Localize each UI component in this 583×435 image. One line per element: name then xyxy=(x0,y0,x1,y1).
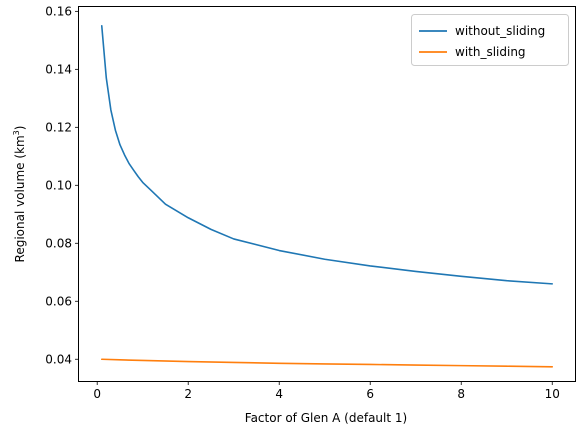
series-line-without-sliding xyxy=(100,25,554,285)
series-line-with-sliding xyxy=(100,358,554,368)
y-tick-label: 0.10 xyxy=(45,178,72,192)
legend-label-with-sliding: with_sliding xyxy=(455,45,526,59)
x-tick-label: 4 xyxy=(275,387,283,401)
x-tick-label: 10 xyxy=(545,387,560,401)
series-layer xyxy=(100,25,554,368)
x-axis-ticks: 0 2 4 6 8 10 xyxy=(93,381,560,401)
y-axis-label-suffix: ) xyxy=(13,126,27,131)
legend: without_sliding with_sliding xyxy=(411,14,569,66)
y-axis-ticks: 0.04 0.06 0.08 0.10 0.12 0.14 0.16 xyxy=(45,4,79,366)
x-tick-label: 8 xyxy=(457,387,465,401)
y-tick-label: 0.08 xyxy=(45,236,72,250)
y-axis-label-superscript: 3 xyxy=(12,130,21,135)
axes-frame xyxy=(78,6,576,382)
plot-area xyxy=(78,6,576,382)
y-tick-label: 0.04 xyxy=(45,352,72,366)
x-tick-label: 0 xyxy=(93,387,101,401)
y-axis-label: Regional volume (km3) xyxy=(12,126,27,263)
x-tick-label: 6 xyxy=(366,387,374,401)
y-tick-label: 0.06 xyxy=(45,294,72,308)
legend-box xyxy=(411,14,569,66)
y-tick-label: 0.16 xyxy=(45,4,72,18)
y-tick-label: 0.14 xyxy=(45,62,72,76)
y-tick-label: 0.12 xyxy=(45,120,72,134)
y-axis-label-prefix: Regional volume (km xyxy=(13,135,27,262)
x-tick-label: 2 xyxy=(184,387,192,401)
legend-label-without-sliding: without_sliding xyxy=(455,24,545,38)
x-axis-label: Factor of Glen A (default 1) xyxy=(245,411,407,425)
